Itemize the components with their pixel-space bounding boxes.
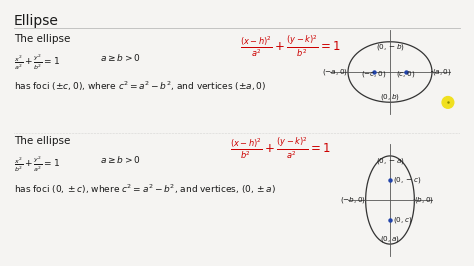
Text: Ellipse: Ellipse <box>14 14 59 28</box>
Text: $\frac{x^2}{b^2}+\frac{y^2}{a^2}=1$: $\frac{x^2}{b^2}+\frac{y^2}{a^2}=1$ <box>14 154 60 174</box>
Text: $(0,-c)$: $(0,-c)$ <box>393 175 421 185</box>
Text: $(-c,0)$: $(-c,0)$ <box>361 69 387 80</box>
Text: $a \geq b > 0$: $a \geq b > 0$ <box>100 154 140 165</box>
Text: $\frac{(x-h)^2}{a^2}+\frac{(y-k)^2}{b^2}=1$: $\frac{(x-h)^2}{a^2}+\frac{(y-k)^2}{b^2}… <box>239 34 340 60</box>
Text: $\frac{(x-h)^2}{b^2}+\frac{(y-k)^2}{a^2}=1$: $\frac{(x-h)^2}{b^2}+\frac{(y-k)^2}{a^2}… <box>229 136 330 161</box>
Text: The ellipse: The ellipse <box>14 34 70 44</box>
Text: $(0,-b)$: $(0,-b)$ <box>375 42 404 52</box>
Text: has foci $(\pm c, 0)$, where $c^2 = a^2 - b^2$, and vertices $(\pm a, 0)$: has foci $(\pm c, 0)$, where $c^2 = a^2 … <box>14 80 266 93</box>
Text: $(0,b)$: $(0,b)$ <box>380 92 400 102</box>
Circle shape <box>442 97 454 108</box>
Text: $(-a,0)$: $(-a,0)$ <box>322 67 348 77</box>
Text: has foci $(0, \pm c)$, where $c^2 = a^2 - b^2$, and vertices, $(0, \pm a)$: has foci $(0, \pm c)$, where $c^2 = a^2 … <box>14 183 276 196</box>
Text: $a \geq b > 0$: $a \geq b > 0$ <box>100 52 140 63</box>
Text: $\frac{x^2}{a^2}+\frac{y^2}{b^2}=1$: $\frac{x^2}{a^2}+\frac{y^2}{b^2}=1$ <box>14 52 60 72</box>
Text: The ellipse: The ellipse <box>14 136 70 146</box>
Text: $(c,0)$: $(c,0)$ <box>396 69 416 80</box>
Text: $(0,-a)$: $(0,-a)$ <box>376 156 404 166</box>
Text: $(a,0)$: $(a,0)$ <box>432 67 452 77</box>
Text: $(-b,0)$: $(-b,0)$ <box>339 195 365 205</box>
Text: $(0,c)$: $(0,c)$ <box>393 215 412 225</box>
Text: $(b,0)$: $(b,0)$ <box>414 195 434 205</box>
Text: $(0,a)$: $(0,a)$ <box>380 234 400 244</box>
